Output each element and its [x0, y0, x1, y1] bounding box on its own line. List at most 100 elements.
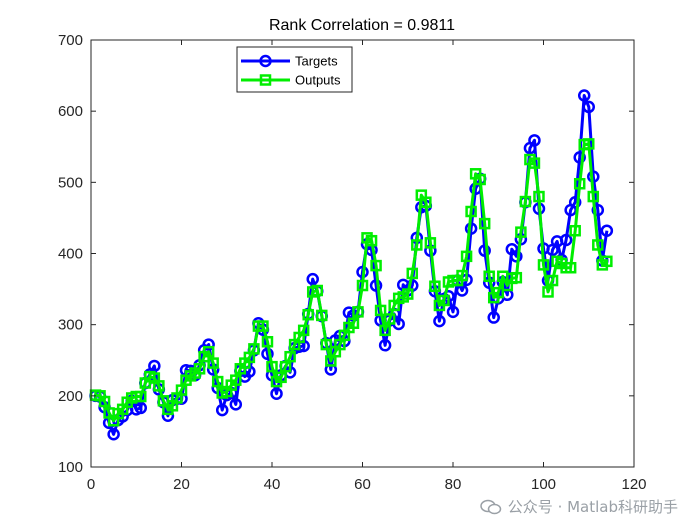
- x-tick-label: 20: [173, 476, 190, 493]
- data-point-outputs: [347, 317, 360, 329]
- y-tick-label: 300: [58, 317, 83, 334]
- data-point-targets: [478, 244, 491, 257]
- data-point-targets: [215, 403, 229, 417]
- data-point-outputs: [383, 313, 396, 325]
- data-point-outputs: [438, 294, 450, 307]
- legend-label-targets: Targets: [295, 54, 338, 69]
- data-point-targets: [591, 203, 605, 217]
- watermark-text: 公众号 · Matlab科研助手: [507, 498, 678, 516]
- y-tick-label: 200: [58, 388, 83, 405]
- data-point-targets: [433, 314, 446, 328]
- data-point-outputs: [406, 267, 419, 280]
- data-point-outputs: [302, 308, 314, 321]
- data-point-outputs: [515, 226, 527, 238]
- legend-box: [236, 46, 353, 93]
- chart-title: Rank Correlation = 0.9811: [269, 17, 455, 34]
- legend-marker-targets: [259, 54, 272, 68]
- x-tick-label: 120: [621, 476, 646, 493]
- x-tick-label: 40: [264, 476, 281, 493]
- x-tick-label: 60: [354, 476, 371, 493]
- data-point-targets: [510, 250, 523, 263]
- data-point-outputs: [320, 338, 333, 351]
- data-point-outputs: [546, 274, 559, 287]
- data-point-outputs: [248, 343, 260, 355]
- data-point-outputs: [510, 271, 523, 284]
- data-point-outputs: [374, 304, 387, 317]
- y-tick-label: 100: [58, 459, 83, 476]
- data-point-outputs: [533, 190, 545, 203]
- data-point-outputs: [528, 157, 541, 169]
- data-point-outputs: [456, 269, 468, 282]
- data-point-outputs: [573, 178, 586, 190]
- data-point-targets: [487, 311, 500, 324]
- data-point-targets: [600, 224, 614, 237]
- data-point-outputs: [311, 284, 323, 297]
- data-point-outputs: [465, 205, 477, 218]
- data-point-outputs: [153, 380, 165, 392]
- data-point-outputs: [583, 138, 595, 150]
- data-point-outputs: [424, 237, 437, 249]
- x-tick-label: 80: [445, 476, 462, 493]
- data-point-outputs: [135, 390, 147, 403]
- data-point-targets: [446, 305, 460, 319]
- data-point-outputs: [275, 371, 287, 384]
- data-point-outputs: [230, 374, 242, 386]
- data-point-targets: [528, 134, 541, 147]
- data-point-outputs: [284, 350, 296, 363]
- data-point-outputs: [402, 288, 414, 300]
- legend-marker-outputs: [259, 74, 272, 86]
- data-point-outputs: [98, 395, 111, 408]
- data-point-targets: [573, 151, 586, 164]
- data-point-outputs: [352, 306, 364, 318]
- data-point-outputs: [379, 324, 391, 337]
- data-point-outputs: [370, 259, 382, 272]
- data-point-outputs: [207, 357, 219, 369]
- data-point-outputs: [601, 255, 613, 268]
- data-point-targets: [202, 338, 215, 351]
- data-point-outputs: [569, 224, 581, 237]
- data-point-outputs: [193, 363, 206, 375]
- data-point-targets: [577, 89, 591, 102]
- data-point-targets: [107, 428, 120, 441]
- y-tick-label: 700: [58, 32, 83, 49]
- data-point-outputs: [365, 234, 378, 247]
- data-point-outputs: [202, 345, 215, 358]
- x-tick-label: 0: [87, 476, 95, 493]
- data-point-outputs: [542, 286, 554, 298]
- data-point-targets: [582, 100, 595, 114]
- data-point-outputs: [492, 286, 504, 299]
- watermark: 公众号 · Matlab科研助手: [480, 496, 678, 517]
- data-point-targets: [568, 196, 582, 209]
- series-layer: [89, 89, 614, 441]
- y-tick-label: 500: [58, 174, 83, 191]
- data-point-outputs: [420, 196, 432, 209]
- x-tick-label: 100: [531, 476, 556, 493]
- data-point-outputs: [564, 261, 577, 274]
- data-point-outputs: [587, 190, 600, 203]
- data-point-outputs: [257, 320, 269, 332]
- data-point-outputs: [316, 309, 328, 322]
- data-point-targets: [369, 279, 383, 292]
- data-point-outputs: [297, 324, 310, 337]
- ticks-layer: 0 20 40 60 80 100 120 100 200 300 400 500 600 700: [58, 32, 647, 493]
- y-tick-label: 400: [58, 246, 83, 263]
- data-point-targets: [378, 339, 392, 352]
- data-point-outputs: [592, 239, 604, 251]
- legend-label-outputs: Outputs: [295, 73, 341, 88]
- data-point-outputs: [356, 279, 369, 292]
- data-point-outputs: [483, 270, 495, 283]
- data-point-outputs: [537, 259, 550, 271]
- data-point-outputs: [266, 360, 278, 373]
- legend: Targets Outputs: [236, 46, 353, 93]
- data-point-outputs: [261, 335, 274, 348]
- data-point-targets: [270, 387, 283, 400]
- data-point-outputs: [519, 195, 532, 208]
- data-point-targets: [134, 401, 148, 415]
- data-point-targets: [229, 398, 243, 411]
- data-point-outputs: [411, 239, 423, 251]
- data-point-outputs: [429, 280, 441, 292]
- data-point-outputs: [460, 250, 473, 263]
- data-point-outputs: [474, 173, 486, 186]
- data-point-targets: [559, 233, 573, 247]
